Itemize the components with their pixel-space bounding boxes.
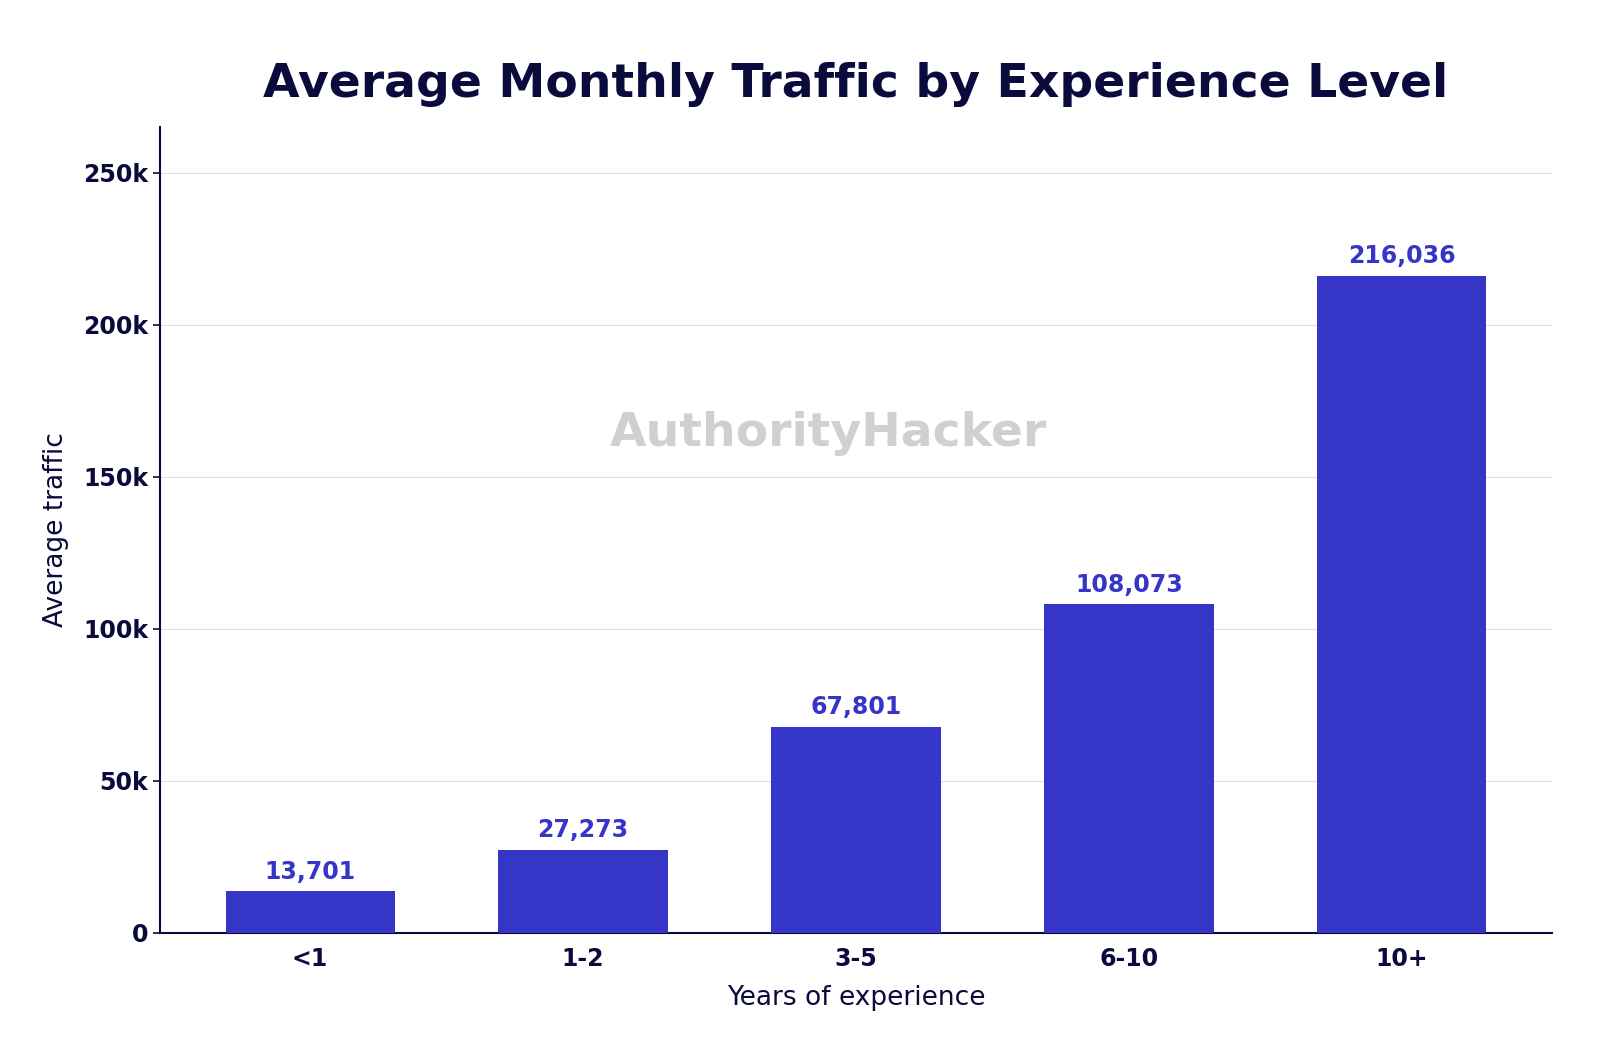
Text: 13,701: 13,701: [264, 860, 355, 884]
Text: 67,801: 67,801: [810, 695, 902, 719]
Text: 216,036: 216,036: [1349, 245, 1456, 268]
Title: Average Monthly Traffic by Experience Level: Average Monthly Traffic by Experience Le…: [264, 61, 1448, 107]
Text: 108,073: 108,073: [1075, 572, 1182, 597]
Bar: [1045, 604, 1213, 933]
Text: AuthorityHacker: AuthorityHacker: [610, 411, 1046, 456]
Bar: [226, 891, 395, 933]
Bar: [1317, 276, 1486, 933]
Y-axis label: Average traffic: Average traffic: [43, 432, 69, 628]
Text: 27,273: 27,273: [538, 818, 629, 843]
Bar: [499, 850, 667, 933]
X-axis label: Years of experience: Years of experience: [726, 985, 986, 1010]
Bar: [771, 727, 941, 933]
